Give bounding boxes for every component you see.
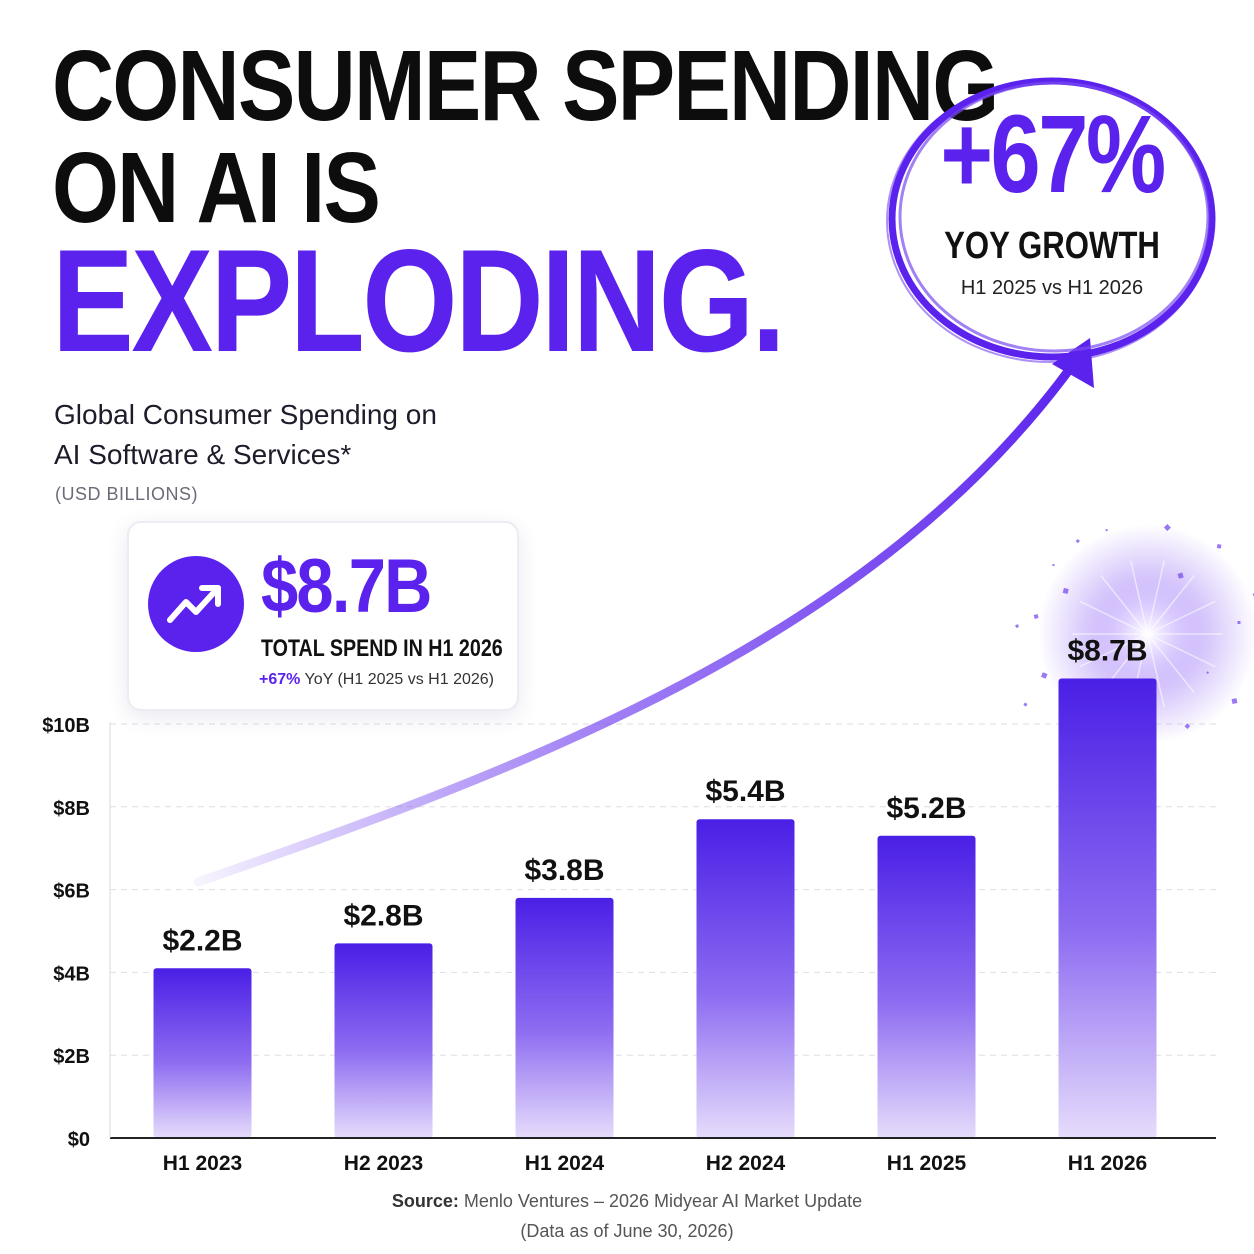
burst-particle [1177, 572, 1184, 579]
total-spend-yoy: +67% YoY (H1 2025 vs H1 2026) [259, 671, 494, 689]
bars [153, 678, 1157, 1138]
burst-ray [1130, 560, 1149, 635]
bar-value-label: $8.7B [1067, 634, 1147, 667]
y-tick-label: $8B [53, 798, 90, 820]
x-tick-label: H1 2023 [163, 1152, 242, 1175]
bar [1058, 678, 1157, 1138]
burst-particle [1231, 698, 1238, 705]
burst-particle [1052, 564, 1055, 566]
bar-value-label: $3.8B [524, 854, 604, 887]
burst-particle [1041, 672, 1048, 679]
burst-particle [1105, 528, 1108, 532]
bar [696, 819, 795, 1138]
bar-value-label: $2.8B [343, 899, 423, 932]
headline-line-3: EXPLODING. [52, 219, 786, 382]
bar-value-label: $2.2B [162, 924, 242, 957]
yoy-growth-value: +67% [940, 93, 1166, 216]
unit-label: (USD BILLIONS) [55, 484, 199, 504]
y-tick-label: $4B [53, 963, 90, 985]
source-text: Menlo Ventures – 2026 Midyear AI Market … [458, 1191, 863, 1211]
x-tick-label: H1 2024 [525, 1152, 605, 1175]
chart-subtitle: Global Consumer Spending on AI Software … [54, 395, 437, 475]
yoy-growth-label: YOY GROWTH [944, 225, 1160, 267]
burst-particle [1206, 671, 1210, 674]
x-axis-labels: H1 2023 H2 2023 H1 2024 H2 2024 H1 2025 H1 20… [163, 1152, 1147, 1175]
source-date: (Data as of June 30, 2026) [520, 1221, 734, 1241]
headline-line-1: CONSUMER SPENDING [52, 30, 999, 142]
yoy-text: YoY (H1 2025 vs H1 2026) [300, 671, 494, 688]
burst-particle [1216, 544, 1222, 549]
burst-particle [1033, 614, 1039, 619]
bar [877, 835, 976, 1138]
burst-ray [1146, 560, 1165, 635]
burst-ray [1146, 633, 1165, 708]
x-tick-label: H1 2025 [887, 1152, 967, 1175]
y-tick-label: $10B [42, 715, 90, 737]
burst-particle [1184, 723, 1191, 729]
trend-arrow-head [1052, 338, 1094, 388]
subtitle-line-1: Global Consumer Spending on [54, 399, 437, 430]
burst-ray [1147, 600, 1216, 635]
trend-arrow-line [193, 347, 1087, 887]
burst-ray [1146, 574, 1195, 635]
yoy-growth-badge: +67% YOY GROWTH H1 2025 vs H1 2026 [884, 72, 1220, 366]
burst-particle [1014, 623, 1020, 629]
burst-ray [1100, 574, 1149, 635]
source-prefix: Source: [391, 1191, 459, 1211]
burst-ray [1146, 633, 1195, 694]
burst-particle [1075, 538, 1080, 544]
x-tick-label: H1 2026 [1068, 1152, 1147, 1175]
burst-particle [1062, 587, 1069, 595]
total-spend-card: $8.7B TOTAL SPEND IN H1 2026 +67% YoY (H… [127, 521, 519, 711]
y-tick-label: $2B [53, 1046, 90, 1068]
yoy-growth-period: H1 2025 vs H1 2026 [960, 277, 1144, 299]
bar [334, 943, 433, 1138]
bar-value-label: $5.4B [705, 775, 785, 808]
headline-line-2: ON AI IS [52, 132, 381, 244]
yoy-percent: +67% [259, 671, 301, 688]
value-labels: $2.2B $2.8B $3.8B $5.4B $5.2B $8.7B [162, 634, 1147, 957]
y-tick-label: $0 [68, 1129, 90, 1151]
bar-value-label: $5.2B [886, 792, 966, 825]
source-note: Source: Menlo Ventures – 2026 Midyear AI… [0, 1186, 1254, 1246]
y-tick-label: $6B [53, 881, 90, 903]
y-axis-ticks: $0 $2B $4B $6B $8B $10B [42, 715, 90, 1151]
burst-ray [1079, 633, 1148, 668]
total-spend-value: $8.7B [261, 544, 432, 629]
burst-particle [1237, 620, 1241, 624]
burst-ray [1147, 633, 1216, 668]
subtitle-line-2: AI Software & Services* [54, 439, 352, 470]
burst-particle [1023, 702, 1028, 707]
bar [515, 897, 614, 1138]
bar [153, 968, 252, 1138]
burst-particle [1163, 524, 1171, 532]
x-tick-label: H2 2023 [344, 1152, 423, 1175]
x-tick-label: H2 2024 [706, 1152, 786, 1175]
total-spend-label: TOTAL SPEND IN H1 2026 [261, 635, 503, 662]
trend-up-icon [148, 556, 244, 652]
brush-circle [886, 77, 1216, 363]
burst-ray [1079, 600, 1148, 635]
grid-lines [110, 723, 1216, 1056]
